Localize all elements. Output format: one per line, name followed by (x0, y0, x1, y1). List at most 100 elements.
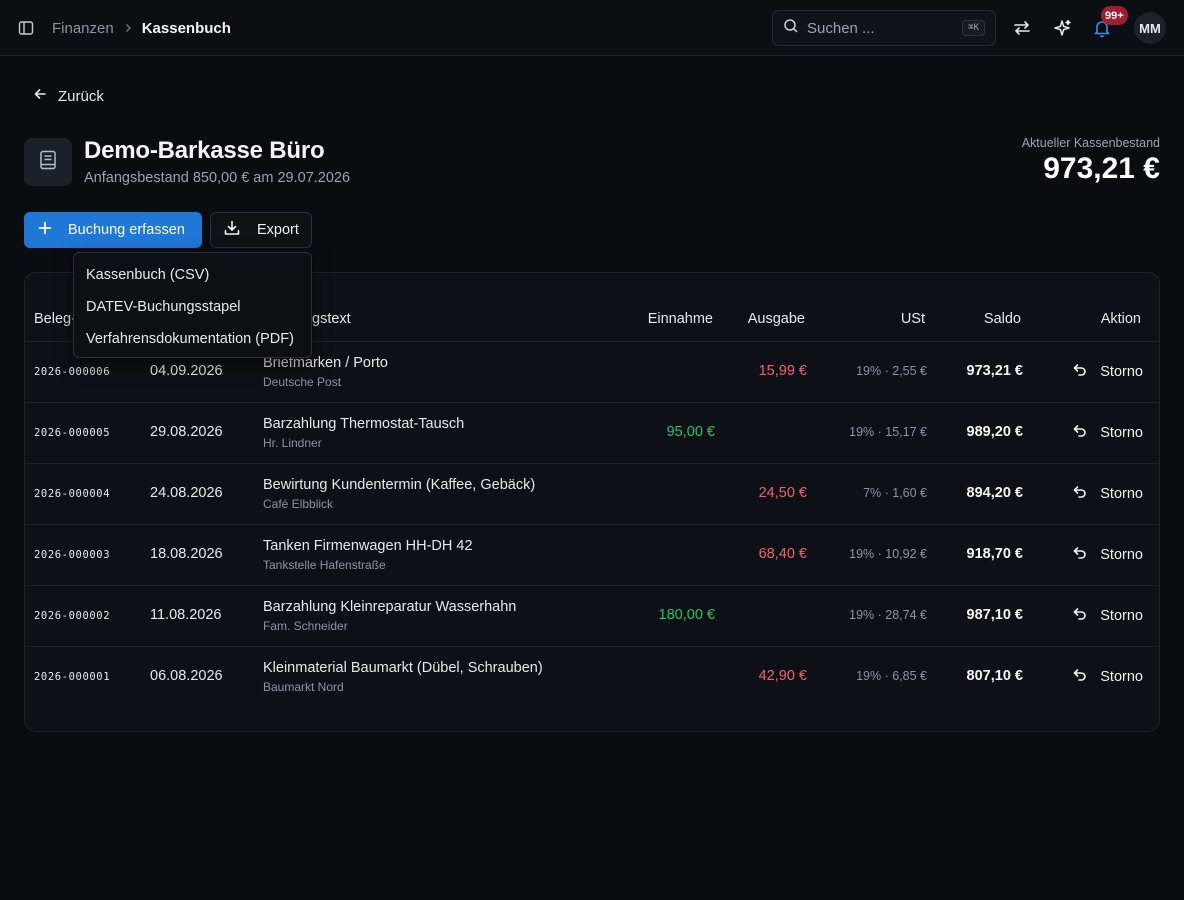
vat-value: 19% · 15,17 € (849, 425, 927, 439)
column-header-ausgabe: Ausgabe (747, 311, 805, 327)
expense-value: 15,99 € (758, 363, 807, 379)
storno-label: Storno (1100, 547, 1143, 563)
search-input[interactable]: Suchen ... ⌘K (772, 10, 996, 46)
storno-button[interactable]: Storno (1072, 600, 1143, 632)
booking-text: Barzahlung Kleinreparatur Wasserhahn (263, 599, 517, 615)
table-row: 2026-000003 18.08.2026 Tanken Firmenwage… (25, 525, 1159, 586)
column-header-saldo: Saldo (983, 311, 1021, 327)
booking-date: 04.09.2026 (150, 363, 223, 379)
beleg-number: 2026-000003 (34, 549, 111, 561)
column-header-ust: USt (900, 311, 925, 327)
booking-date: 11.08.2026 (150, 607, 222, 623)
undo-icon (1072, 606, 1088, 626)
export-button[interactable]: Export (210, 212, 312, 248)
page-title: Demo-Barkasse Büro (84, 137, 325, 164)
balance-value: 973,21 € (1043, 152, 1160, 185)
export-option-datev[interactable]: DATEV-Buchungsstapel (86, 299, 241, 315)
booking-text: Briefmarken / Porto (263, 355, 388, 371)
beleg-number: 2026-000002 (34, 610, 111, 622)
undo-icon (1072, 362, 1088, 382)
cashbook-table: Beleg- gstext Einnahme Ausgabe USt Saldo… (24, 272, 1160, 732)
table-row: 2026-000006 04.09.2026 Briefmarken / Por… (25, 342, 1159, 403)
vat-value: 19% · 2,55 € (856, 364, 927, 378)
storno-button[interactable]: Storno (1072, 478, 1143, 510)
booking-text: Kleinmaterial Baumarkt (Dübel, Schrauben… (263, 660, 543, 676)
add-booking-label: Buchung erfassen (68, 222, 185, 238)
table-row: 2026-000005 29.08.2026 Barzahlung Thermo… (25, 403, 1159, 464)
booking-date: 06.08.2026 (150, 668, 223, 684)
income-value: 180,00 € (658, 607, 715, 623)
balance-cell: 918,70 € (966, 546, 1023, 562)
storno-label: Storno (1100, 486, 1143, 502)
booking-date: 18.08.2026 (150, 546, 223, 562)
page-subtitle: Anfangsbestand 850,00 € am 29.07.2026 (84, 170, 351, 186)
storno-button[interactable]: Storno (1072, 356, 1143, 388)
book-icon (37, 149, 59, 176)
add-booking-button[interactable]: Buchung erfassen (24, 212, 202, 248)
beleg-number: 2026-000004 (34, 488, 111, 500)
swap-icon[interactable] (1010, 16, 1034, 40)
undo-icon (1072, 667, 1088, 687)
booking-party: Baumarkt Nord (263, 680, 344, 694)
storno-label: Storno (1100, 364, 1143, 380)
booking-party: Café Elbblick (263, 497, 334, 511)
search-shortcut: ⌘K (962, 20, 985, 36)
booking-text: Barzahlung Thermostat-Tausch (263, 416, 465, 432)
table-row: 2026-000002 11.08.2026 Barzahlung Kleinr… (25, 586, 1159, 647)
arrow-left-icon (32, 86, 48, 106)
undo-icon (1072, 423, 1088, 443)
storno-label: Storno (1100, 608, 1143, 624)
expense-value: 24,50 € (758, 485, 807, 501)
booking-party: Fam. Schneider (263, 619, 348, 633)
back-label: Zurück (58, 87, 104, 105)
balance-label: Aktueller Kassenbestand (1021, 136, 1160, 150)
balance-cell: 989,20 € (966, 424, 1023, 440)
undo-icon (1072, 484, 1088, 504)
plus-icon (38, 221, 52, 239)
sidebar-toggle-icon[interactable] (16, 18, 36, 38)
storno-button[interactable]: Storno (1072, 539, 1143, 571)
column-header-buchungstext: gstext (312, 311, 351, 327)
balance-cell: 894,20 € (966, 485, 1023, 501)
balance-cell: 973,21 € (966, 363, 1023, 379)
vat-value: 19% · 28,74 € (849, 608, 927, 622)
storno-button[interactable]: Storno (1072, 661, 1143, 693)
column-header-aktion: Aktion (1100, 311, 1141, 327)
beleg-number: 2026-000001 (34, 671, 111, 683)
breadcrumb: Finanzen Kassenbuch (52, 18, 231, 38)
balance-cell: 987,10 € (966, 607, 1023, 623)
export-dropdown-menu: Kassenbuch (CSV) DATEV-Buchungsstapel Ve… (73, 252, 312, 358)
sparkles-icon[interactable] (1050, 16, 1074, 40)
column-header-einnahme: Einnahme (647, 311, 713, 327)
storno-label: Storno (1100, 425, 1143, 441)
vat-value: 19% · 10,92 € (849, 547, 927, 561)
export-label: Export (257, 222, 299, 238)
storno-button[interactable]: Storno (1072, 417, 1143, 449)
notification-badge: 99+ (1101, 6, 1128, 25)
expense-value: 68,40 € (758, 546, 807, 562)
storno-label: Storno (1100, 669, 1143, 685)
avatar[interactable]: MM (1134, 12, 1166, 44)
booking-party: Deutsche Post (263, 375, 342, 389)
breadcrumb-current: Kassenbuch (141, 19, 231, 37)
export-option-pdf[interactable]: Verfahrensdokumentation (PDF) (86, 331, 294, 347)
booking-text: Bewirtung Kundentermin (Kaffee, Gebäck) (263, 477, 536, 493)
search-icon (783, 18, 799, 39)
export-option-csv[interactable]: Kassenbuch (CSV) (86, 267, 210, 283)
table-row: 2026-000001 06.08.2026 Kleinmaterial Bau… (25, 647, 1159, 708)
top-bar: Finanzen Kassenbuch Suchen ... ⌘K 99+ MM (0, 0, 1184, 56)
beleg-number: 2026-000005 (34, 427, 111, 439)
download-icon (223, 219, 241, 241)
balance-cell: 807,10 € (966, 668, 1023, 684)
vat-value: 19% · 6,85 € (856, 669, 927, 683)
undo-icon (1072, 545, 1088, 565)
search-placeholder: Suchen ... (807, 19, 875, 37)
table-row: 2026-000004 24.08.2026 Bewirtung Kundent… (25, 464, 1159, 525)
back-link[interactable]: Zurück (32, 86, 104, 106)
beleg-number: 2026-000006 (34, 366, 111, 378)
booking-date: 24.08.2026 (150, 485, 223, 501)
chevron-right-icon (122, 22, 134, 34)
breadcrumb-parent[interactable]: Finanzen (52, 19, 114, 37)
booking-party: Tankstelle Hafenstraße (263, 558, 386, 572)
booking-party: Hr. Lindner (263, 436, 322, 450)
